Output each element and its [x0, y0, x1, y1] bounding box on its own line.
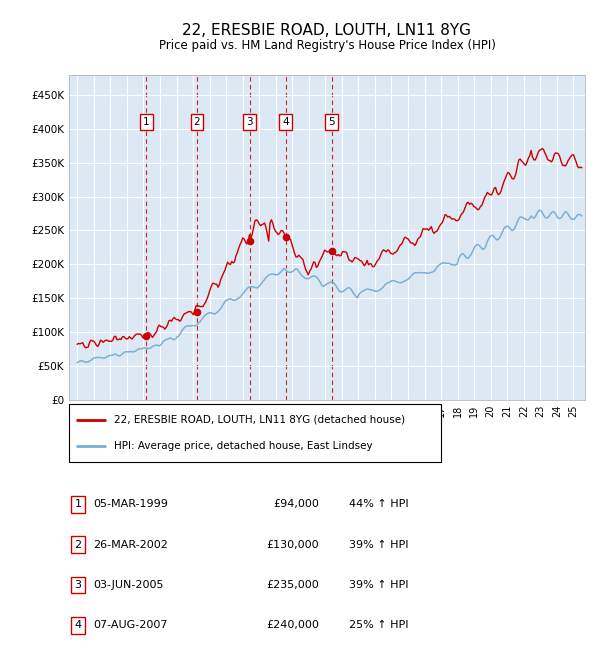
- Text: £94,000: £94,000: [274, 499, 319, 510]
- Text: 25% ↑ HPI: 25% ↑ HPI: [349, 620, 409, 630]
- Text: 44% ↑ HPI: 44% ↑ HPI: [349, 499, 409, 510]
- Text: £240,000: £240,000: [266, 620, 319, 630]
- Text: 3: 3: [246, 117, 253, 127]
- Text: 22, ERESBIE ROAD, LOUTH, LN11 8YG: 22, ERESBIE ROAD, LOUTH, LN11 8YG: [182, 23, 472, 38]
- Text: 39% ↑ HPI: 39% ↑ HPI: [349, 580, 409, 590]
- Text: 2: 2: [194, 117, 200, 127]
- FancyBboxPatch shape: [69, 404, 441, 462]
- Text: 4: 4: [74, 620, 82, 630]
- Text: 05-MAR-1999: 05-MAR-1999: [93, 499, 168, 510]
- Text: HPI: Average price, detached house, East Lindsey: HPI: Average price, detached house, East…: [113, 441, 372, 451]
- Text: 4: 4: [283, 117, 289, 127]
- Text: 26-MAR-2002: 26-MAR-2002: [93, 540, 168, 550]
- Text: £130,000: £130,000: [266, 540, 319, 550]
- Text: 03-JUN-2005: 03-JUN-2005: [93, 580, 163, 590]
- Text: £235,000: £235,000: [266, 580, 319, 590]
- Text: 1: 1: [143, 117, 150, 127]
- Text: 39% ↑ HPI: 39% ↑ HPI: [349, 540, 409, 550]
- Text: 2: 2: [74, 540, 82, 550]
- Text: 3: 3: [74, 580, 82, 590]
- Text: Price paid vs. HM Land Registry's House Price Index (HPI): Price paid vs. HM Land Registry's House …: [158, 39, 496, 52]
- Text: 5: 5: [328, 117, 335, 127]
- Text: 07-AUG-2007: 07-AUG-2007: [93, 620, 167, 630]
- Text: 22, ERESBIE ROAD, LOUTH, LN11 8YG (detached house): 22, ERESBIE ROAD, LOUTH, LN11 8YG (detac…: [113, 415, 405, 424]
- Text: 1: 1: [74, 499, 82, 510]
